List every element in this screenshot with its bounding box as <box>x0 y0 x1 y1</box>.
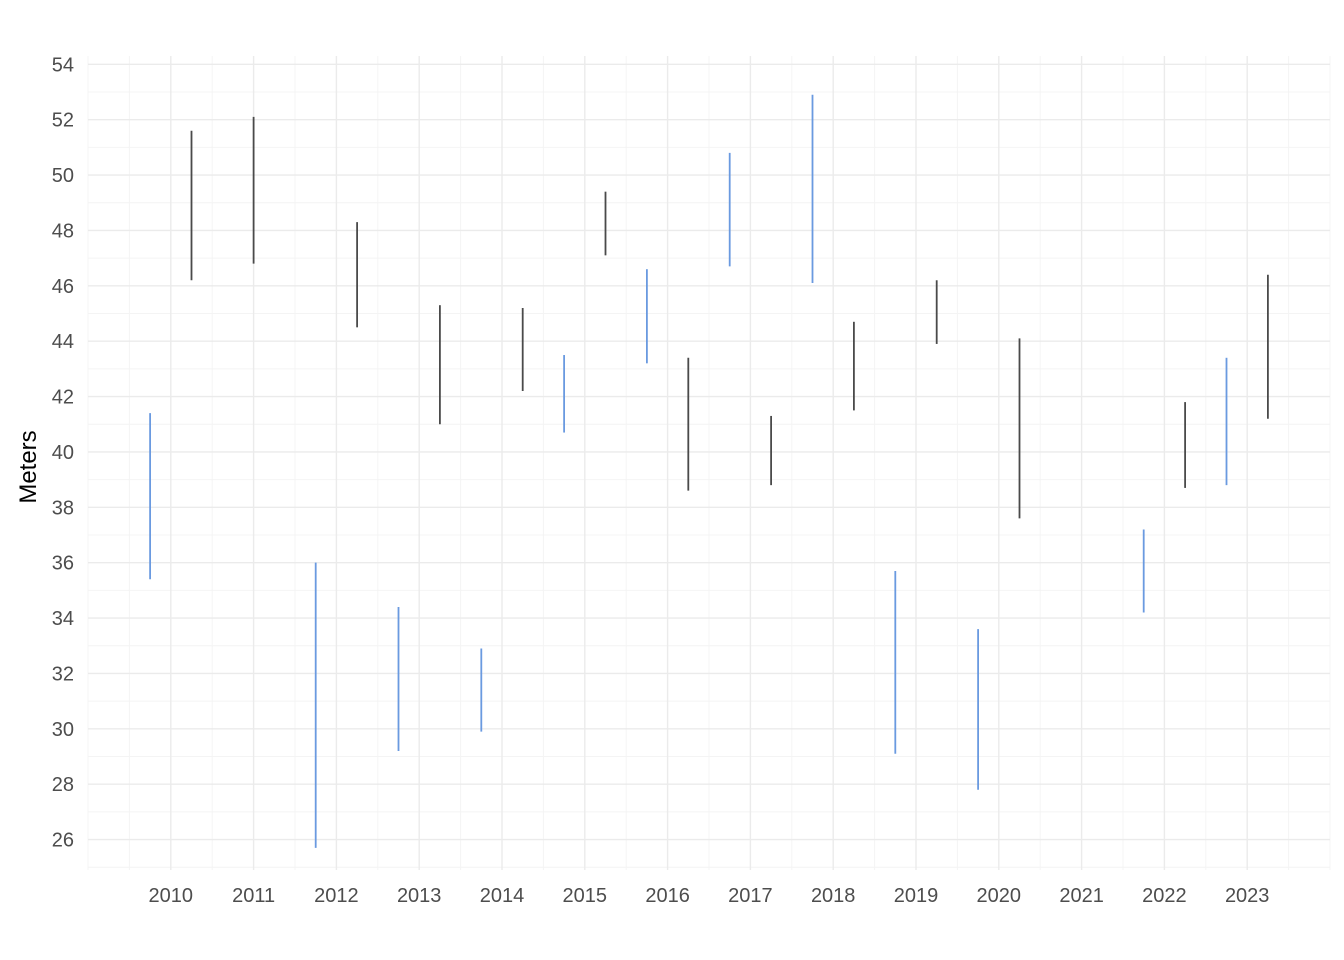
x-tick-label: 2023 <box>1225 885 1270 907</box>
x-tick-label: 2019 <box>894 885 939 907</box>
y-tick-label: 52 <box>52 110 74 132</box>
y-tick-label: 36 <box>52 553 74 575</box>
y-tick-label: 28 <box>52 774 74 796</box>
y-tick-label: 46 <box>52 276 74 298</box>
x-tick-label: 2011 <box>232 885 275 907</box>
y-tick-label: 38 <box>52 497 74 519</box>
y-axis-title: Meters <box>15 430 42 503</box>
y-tick-label: 44 <box>52 331 74 353</box>
x-tick-label: 2018 <box>811 885 856 907</box>
y-tick-label: 40 <box>52 442 74 464</box>
y-axis-ticks: 26 28 30 32 34 36 38 40 42 44 46 48 50 52 54 <box>52 54 74 851</box>
x-tick-label: 2022 <box>1142 885 1187 907</box>
y-tick-label: 50 <box>52 165 74 187</box>
y-tick-label: 42 <box>52 387 74 409</box>
x-tick-label: 2010 <box>149 885 194 907</box>
y-tick-label: 32 <box>52 663 74 685</box>
y-tick-label: 26 <box>52 830 74 852</box>
minor-gridlines <box>87 56 1331 870</box>
y-tick-label: 48 <box>52 220 74 242</box>
x-tick-label: 2012 <box>314 885 359 907</box>
x-tick-label: 2021 <box>1059 885 1104 907</box>
x-tick-label: 2016 <box>645 885 690 907</box>
x-tick-label: 2013 <box>397 885 442 907</box>
x-tick-label: 2014 <box>480 885 525 907</box>
range-segments <box>149 94 1269 848</box>
major-gridlines <box>88 56 1330 870</box>
x-tick-label: 2017 <box>728 885 773 907</box>
x-tick-label: 2015 <box>563 885 608 907</box>
y-tick-label: 34 <box>52 608 74 630</box>
y-tick-label: 30 <box>52 719 74 741</box>
x-tick-label: 2020 <box>977 885 1022 907</box>
x-axis-ticks: 2010 2011 2012 2013 2014 2015 2016 2017 2018 2019… <box>149 885 1270 907</box>
y-tick-label: 54 <box>52 54 74 76</box>
